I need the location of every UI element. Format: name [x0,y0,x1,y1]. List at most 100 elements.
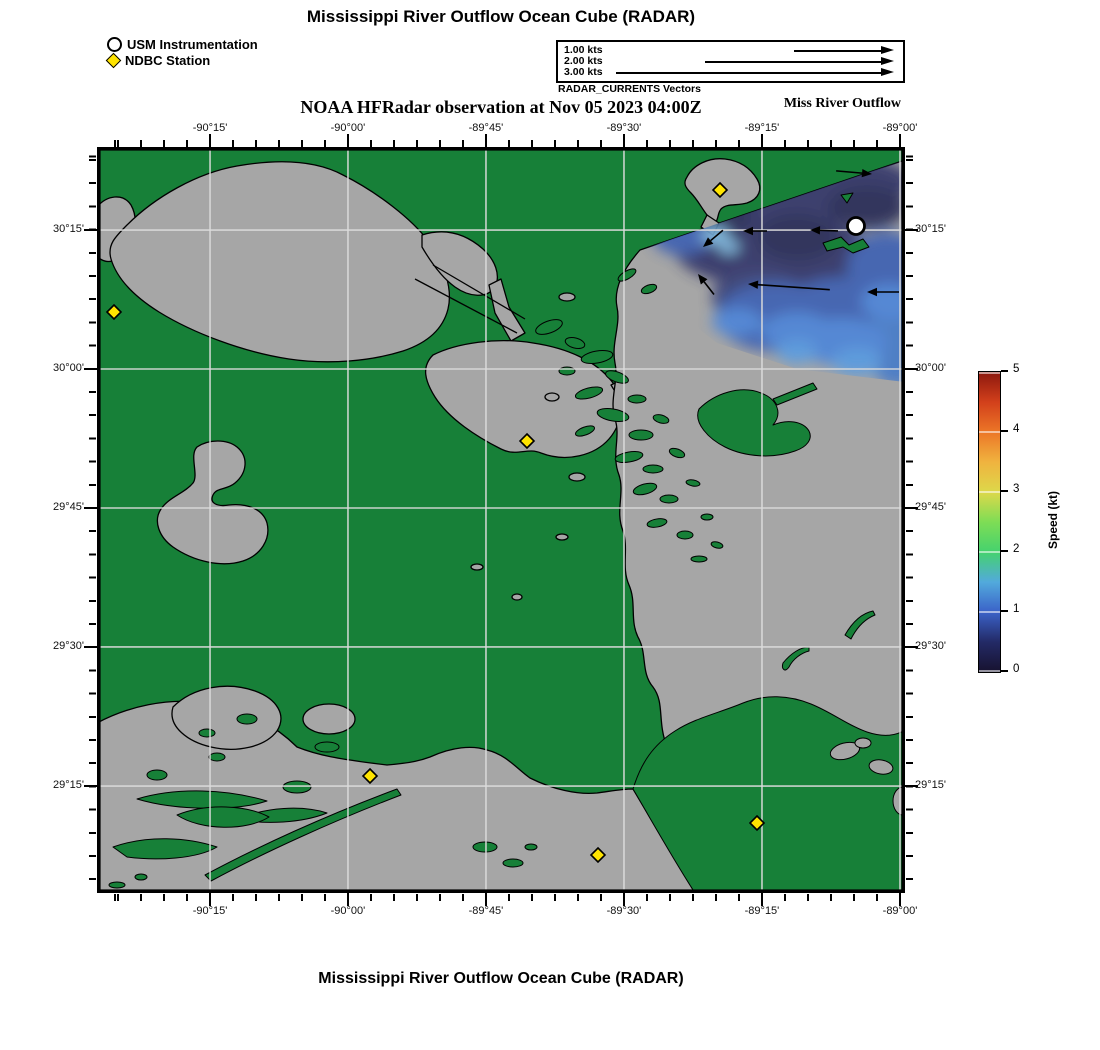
arrow-head-icon [881,57,894,65]
vector-scale-caption: RADAR_CURRENTS Vectors [558,83,701,95]
legend-label: NDBC Station [125,52,211,68]
vector-scale-row: 1.00 kts [564,44,899,56]
colorbar-tick-label: 0 [1013,663,1020,675]
axis-ticks-bottom [97,894,905,901]
legend-item-usm: USM Instrumentation [107,36,258,52]
colorbar-label: Speed (kt) [1046,491,1060,550]
x-major-tick [484,893,487,906]
vector-scale-box: 1.00 kts 2.00 kts 3.00 kts [556,40,905,83]
observation-subtitle: NOAA HFRadar observation at Nov 05 2023 … [300,97,702,117]
colorbar-gridline [979,670,1000,672]
legend-label: USM Instrumentation [127,36,258,52]
colorbar-tick-label: 2 [1013,543,1020,555]
y-major-tick [905,645,918,648]
colorbar-tick-label: 4 [1013,423,1020,435]
current-vector-arrow [703,237,714,247]
arrow-head-icon [881,46,894,54]
colorbar-tick-label: 1 [1013,603,1020,615]
colorbar-tick-label: 3 [1013,483,1020,495]
y-tick-label-right: 30°15' [915,223,946,236]
current-vector-arrow [743,226,753,236]
colorbar-gridline [979,611,1000,613]
colorbar-tick-label: 5 [1013,363,1020,375]
x-tick-label-bottom: -89°15' [744,905,780,917]
y-major-tick [905,506,918,509]
x-major-tick [898,893,901,906]
x-tick-label-bottom: -89°00' [882,905,918,917]
ndbc-station-marker [711,181,729,199]
colorbar-gridline [979,372,1000,374]
channel-lines [414,264,526,334]
x-major-tick [760,893,763,906]
current-vector-arrow [748,280,759,289]
y-tick-label-left: 29°15' [53,779,84,792]
usm-instrument-marker [846,216,866,236]
bottom-title: Mississippi River Outflow Ocean Cube (RA… [318,970,684,987]
x-major-tick [760,134,763,147]
colorbar-tick [1001,670,1008,672]
map-border [96,146,906,894]
map-markers [105,168,899,864]
map-svg [96,146,914,894]
ndbc-diamond-icon [105,52,122,68]
colorbar-gridline [979,491,1000,493]
ndbc-station-marker [589,846,607,864]
x-tick-label-bottom: -90°00' [330,905,366,917]
ndbc-station-marker [748,814,766,832]
y-major-tick [84,229,97,232]
x-major-tick [346,134,349,147]
y-tick-label-right: 29°45' [915,500,946,513]
x-major-tick [622,134,625,147]
ndbc-station-marker [105,303,123,321]
colorbar-gridline [979,551,1000,553]
axis-ticks-left [89,147,96,893]
axis-ticks-top [97,140,905,147]
y-tick-label-left: 29°30' [53,639,84,652]
current-vector-arrow [867,287,877,297]
map-canvas [96,146,914,894]
y-tick-label-left: 29°45' [53,500,84,513]
x-tick-label-bottom: -89°30' [606,905,642,917]
vector-scale-line [616,72,883,74]
y-tick-label-right: 29°30' [915,639,946,652]
x-major-tick [209,134,212,147]
gridlines [97,147,905,893]
y-major-tick [905,368,918,370]
y-tick-label-left: 30°00' [53,362,84,374]
x-tick-label-bottom: -89°45' [468,905,504,917]
x-tick-label-top: -89°30' [606,122,642,134]
y-major-tick [905,785,918,788]
ndbc-station-marker [518,432,536,450]
ndbc-station-marker [361,767,379,785]
x-tick-label-top: -89°15' [744,122,780,134]
colorbar-gridline [979,431,1000,433]
x-tick-label-top: -90°15' [192,122,228,134]
usm-circle-icon [107,36,122,52]
page-title: Mississippi River Outflow Ocean Cube (RA… [306,7,696,26]
colorbar-tick [1001,490,1008,492]
x-major-tick [209,893,212,906]
current-vector-arrow [698,274,708,285]
colorbar-tick [1001,610,1008,612]
vector-scale-label: 2.00 kts [564,55,603,67]
colorbar-tick [1001,550,1008,552]
vector-scale-label: 3.00 kts [564,66,603,78]
axis-ticks-right [906,147,913,893]
legend: USM Instrumentation NDBC Station [105,36,258,68]
y-major-tick [84,368,97,370]
x-tick-label-bottom: -90°15' [192,905,228,917]
y-major-tick [84,506,97,509]
colorbar-tick [1001,430,1008,432]
y-tick-label-right: 29°15' [915,779,946,792]
x-major-tick [898,134,901,147]
colorbar-tick [1001,370,1008,372]
current-vector-arrow [810,226,821,235]
y-major-tick [905,229,918,232]
arrow-head-icon [881,68,894,76]
x-major-tick [622,893,625,906]
x-major-tick [484,134,487,147]
x-tick-label-top: -90°00' [330,122,366,134]
vector-scale-label: 1.00 kts [564,44,603,56]
legend-item-ndbc: NDBC Station [105,52,258,68]
current-vector-arrow [861,168,872,178]
